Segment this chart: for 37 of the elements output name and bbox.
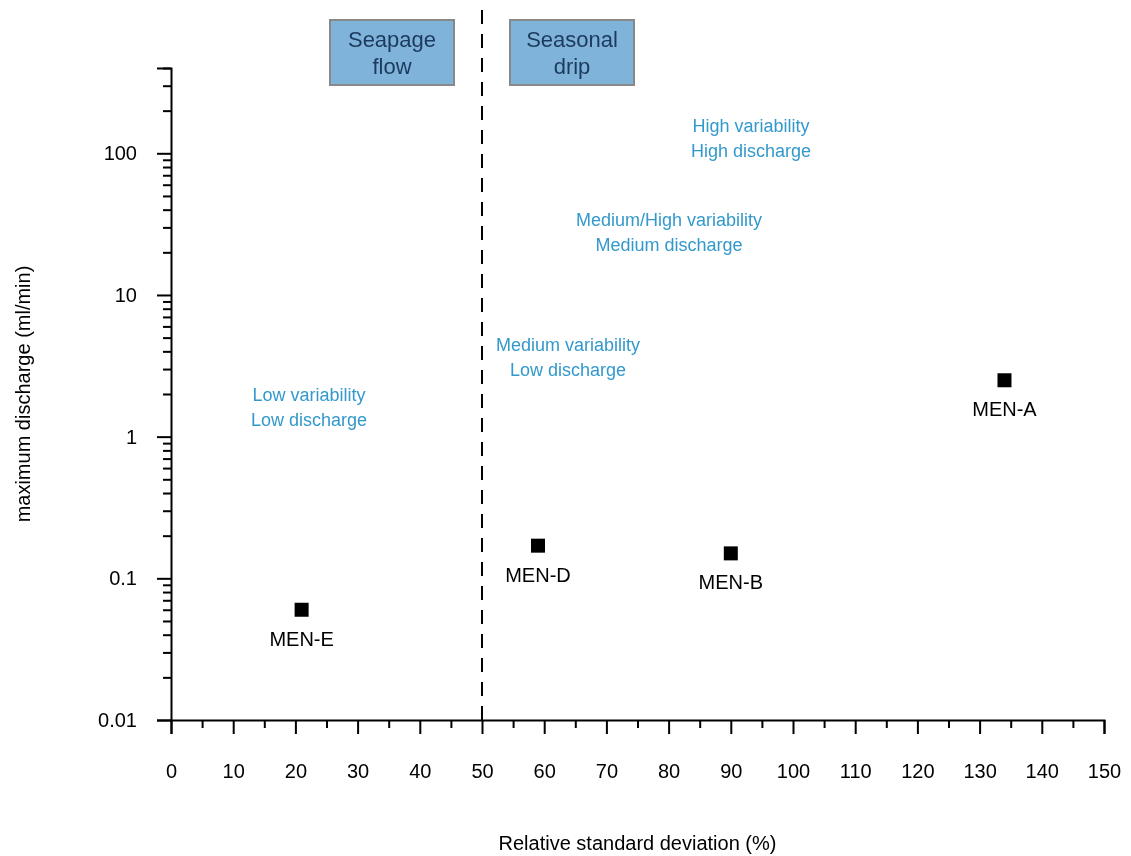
y-axis-title: maximum discharge (ml/min) (12, 265, 34, 523)
y-tick-label: 1 (125, 425, 137, 448)
x-tick-label: 20 (284, 760, 308, 783)
x-tick-label: 90 (720, 760, 743, 783)
point (997, 373, 1012, 388)
y-tick-label: 0.01 (98, 708, 137, 731)
x-tick-label: 60 (533, 760, 556, 783)
x-tick-label: 120 (901, 760, 935, 783)
y-tick-label: 100 (103, 142, 137, 165)
series-label: MEN-D (505, 563, 571, 586)
x-tick-label: 0 (165, 760, 178, 783)
annotation: High variability High discharge (690, 116, 812, 161)
x-tick-label: 110 (839, 760, 872, 783)
point (723, 546, 738, 561)
x-tick-label: 80 (657, 760, 681, 783)
annotation: Medium/High variability Medium discharge (575, 210, 763, 255)
annotation: Seapage flow (347, 27, 437, 79)
x-tick-label: 150 (1087, 760, 1122, 783)
y-tick-label: 0.1 (109, 567, 137, 590)
x-tick-label: 40 (409, 760, 432, 783)
point (294, 602, 309, 617)
point (530, 538, 545, 553)
annotation: Low variability Low discharge (250, 385, 368, 430)
x-tick-label: 100 (776, 760, 811, 783)
series-label: MEN-A (972, 398, 1038, 421)
x-axis-title: Relative standard deviation (%) (498, 832, 777, 854)
series-label: MEN-E (269, 627, 334, 650)
annotation: Medium variability Low discharge (495, 335, 641, 380)
x-tick-label: 70 (595, 760, 619, 783)
x-tick-label: 10 (222, 760, 245, 783)
x-tick-label: 30 (346, 760, 370, 783)
x-tick-label: 140 (1025, 760, 1059, 783)
annotation: Seasonal drip (526, 27, 618, 79)
series-label: MEN-B (698, 571, 764, 594)
x-tick-label: 130 (963, 760, 997, 783)
x-tick-label: 50 (471, 760, 494, 783)
y-tick-label: 10 (114, 283, 137, 306)
